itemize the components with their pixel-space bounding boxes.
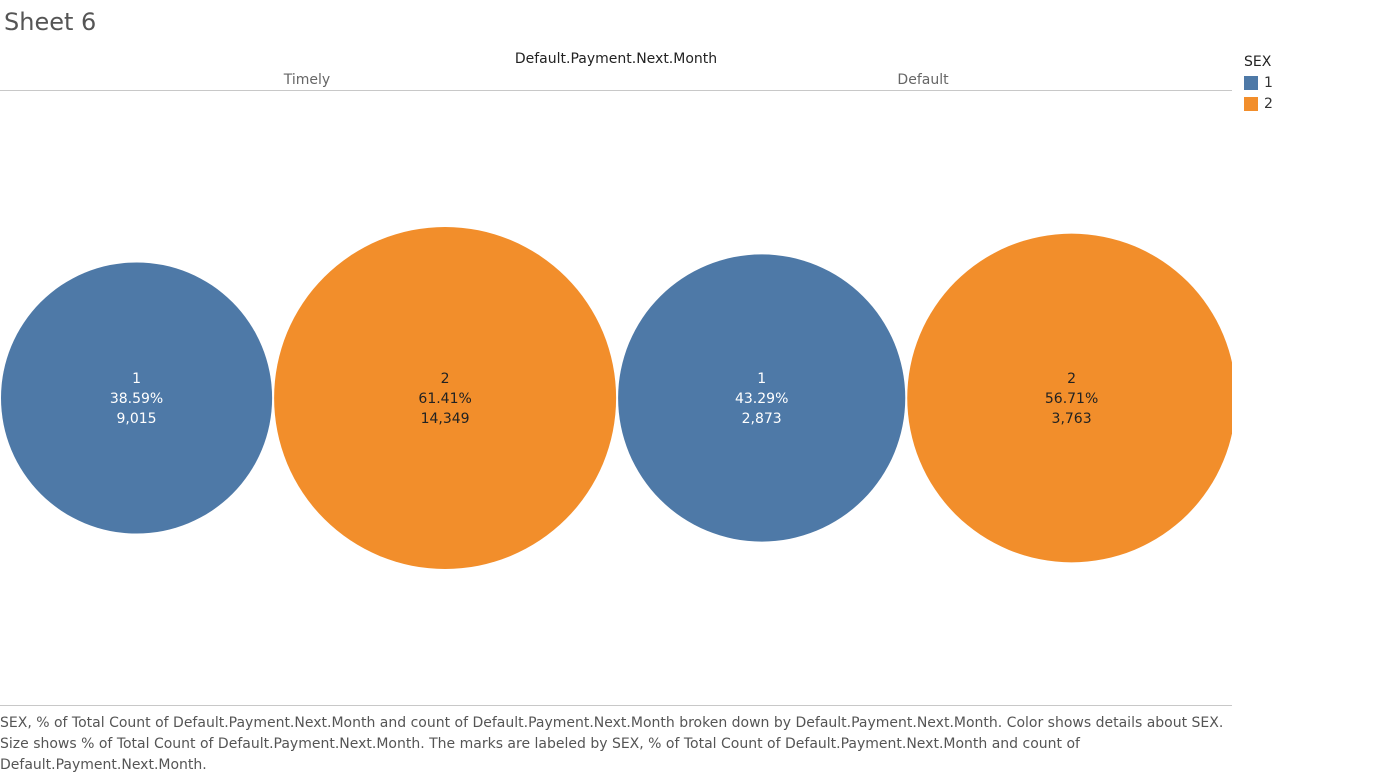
bubble-label-percent: 43.29% bbox=[735, 391, 788, 407]
caption-divider bbox=[0, 705, 1232, 706]
bubble-label-percent: 56.71% bbox=[1045, 391, 1098, 407]
bubble-circle[interactable] bbox=[274, 227, 617, 569]
header-divider bbox=[0, 90, 1232, 91]
bubble-mark-timely-sex-1[interactable]: 1 38.59% 9,015 bbox=[1, 262, 273, 534]
legend-title: SEX bbox=[1244, 54, 1272, 70]
bubble-label-percent: 38.59% bbox=[110, 391, 163, 407]
bubble-mark-default-sex-1[interactable]: 1 43.29% 2,873 bbox=[618, 254, 906, 542]
sheet-title: Sheet 6 bbox=[4, 8, 97, 36]
bubble-label-sex: 2 bbox=[441, 371, 450, 387]
bubble-chart: 1 38.59% 9,015 2 61.41% 14,349 1 43.29% 2,873 2 56… bbox=[1, 227, 1232, 569]
bubble-circle[interactable] bbox=[1, 262, 273, 534]
bubble-circle[interactable] bbox=[618, 254, 906, 542]
column-header-title: Default.Payment.Next.Month bbox=[514, 51, 718, 67]
bubble-label-count: 9,015 bbox=[117, 411, 157, 427]
bubble-mark-timely-sex-2[interactable]: 2 61.41% 14,349 bbox=[274, 227, 617, 569]
bubble-label-count: 14,349 bbox=[421, 411, 470, 427]
bubble-label-sex: 2 bbox=[1067, 371, 1076, 387]
color-legend[interactable]: SEX 1 2 bbox=[1244, 54, 1273, 114]
bubble-label-sex: 1 bbox=[757, 371, 766, 387]
legend-item-1[interactable]: 1 bbox=[1244, 72, 1273, 93]
bubble-label-sex: 1 bbox=[132, 371, 141, 387]
legend-swatch bbox=[1244, 75, 1258, 90]
chart-caption: SEX, % of Total Count of Default.Payment… bbox=[0, 715, 1224, 773]
legend-swatch bbox=[1244, 96, 1258, 111]
column-label-timely: Timely bbox=[283, 72, 331, 88]
legend-item-label: 2 bbox=[1264, 95, 1273, 112]
bubble-label-count: 3,763 bbox=[1052, 411, 1092, 427]
bubble-mark-default-sex-2[interactable]: 2 56.71% 3,763 bbox=[907, 233, 1232, 563]
legend-item-2[interactable]: 2 bbox=[1244, 93, 1273, 114]
column-label-default: Default bbox=[897, 72, 949, 88]
legend-item-label: 1 bbox=[1264, 74, 1273, 91]
bubble-label-percent: 61.41% bbox=[418, 391, 471, 407]
bubble-label-count: 2,873 bbox=[742, 411, 782, 427]
bubble-circle[interactable] bbox=[907, 233, 1232, 563]
